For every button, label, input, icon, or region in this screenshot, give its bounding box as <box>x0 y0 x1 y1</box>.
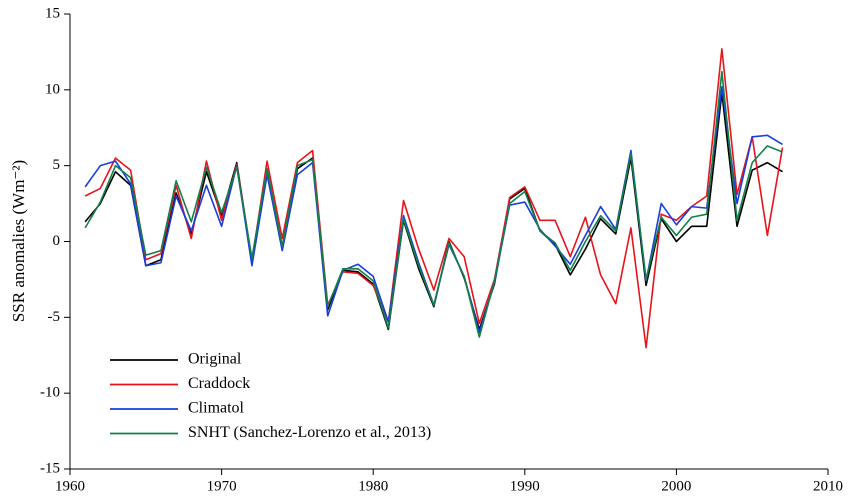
x-tick-label: 2010 <box>813 478 843 494</box>
series-line <box>84 86 783 334</box>
legend-label: Climatol <box>188 400 245 417</box>
series-line <box>84 70 783 338</box>
series-line <box>84 92 783 331</box>
y-tick-label: 10 <box>45 81 60 97</box>
x-tick-label: 2000 <box>661 478 691 494</box>
y-tick-label: -15 <box>40 460 60 476</box>
y-tick-label: 0 <box>53 233 61 249</box>
legend-label: SNHT (Sanchez-Lorenzo et al., 2013) <box>188 424 431 441</box>
y-axis-label: SSR anomalies (Wm⁻²) <box>9 160 28 322</box>
y-tick-label: -5 <box>48 309 61 325</box>
y-tick-label: 15 <box>45 5 60 21</box>
x-tick-label: 1970 <box>207 478 237 494</box>
legend-label: Original <box>188 351 242 368</box>
y-tick-label: 5 <box>53 157 61 173</box>
x-tick-label: 1990 <box>510 478 540 494</box>
legend-label: Craddock <box>188 375 250 392</box>
x-tick-label: 1980 <box>358 478 388 494</box>
x-tick-label: 1960 <box>55 478 85 494</box>
y-tick-label: -10 <box>40 385 60 401</box>
